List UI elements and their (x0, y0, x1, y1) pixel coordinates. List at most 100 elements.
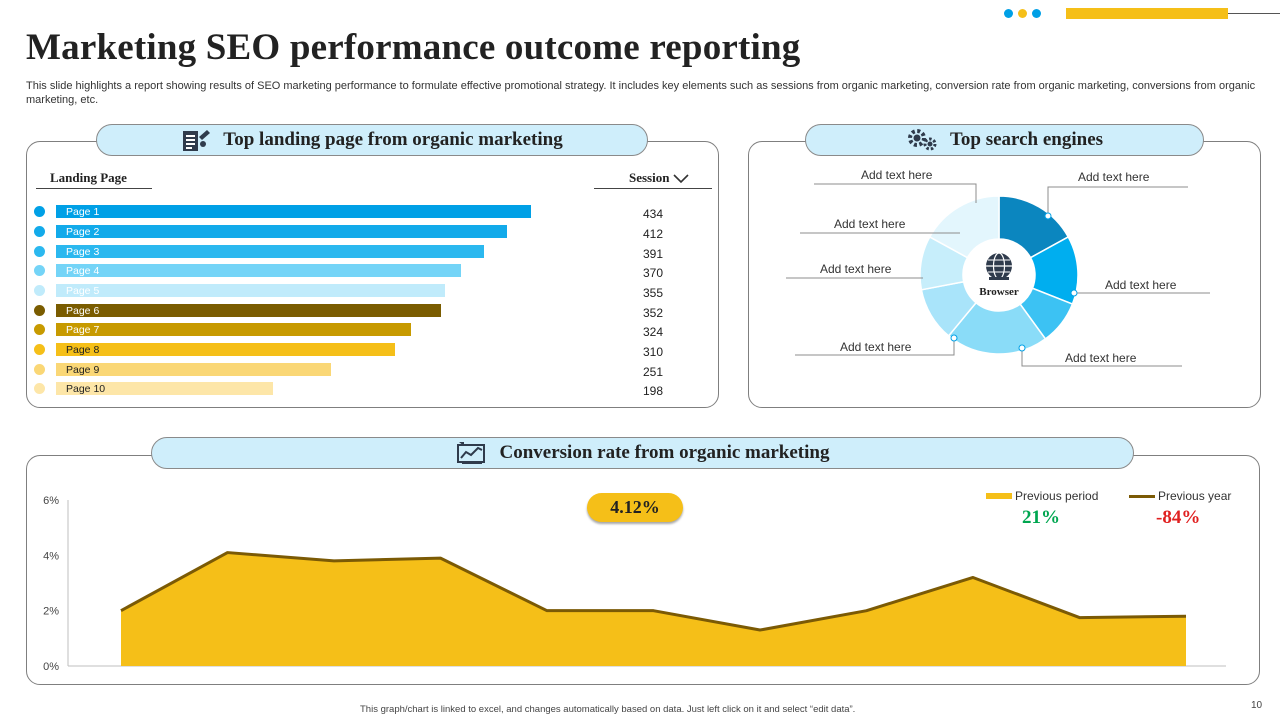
bar-mark (56, 264, 461, 277)
callout-line (1021, 348, 1182, 367)
bar-dot (34, 285, 45, 296)
decorative-dot (1004, 9, 1013, 18)
bar-row: Page 4 370 (34, 264, 694, 280)
y-ticks: 0% 2% 4% 6% (43, 495, 59, 673)
decorative-dots (1004, 9, 1041, 18)
bar-mark (56, 205, 531, 218)
bar-dot (34, 383, 45, 394)
previous-period-value: 21% (1022, 507, 1060, 528)
bar-mark (56, 284, 445, 297)
bar-mark (56, 382, 273, 395)
bar-mark (56, 245, 484, 258)
donut-chart: Browser (786, 183, 1210, 367)
legend-swatch (986, 493, 1012, 499)
report-icon (183, 130, 211, 151)
landing-heading: Top landing page from organic marketing (223, 129, 563, 150)
bar-value-label: 324 (643, 325, 664, 339)
donut-callout-label: Add text here (1065, 351, 1137, 365)
callout-marker (1070, 289, 1078, 297)
donut-callout-label: Add text here (1078, 170, 1150, 184)
bar-dot (34, 344, 45, 355)
bar-row: Page 6 352 (34, 304, 694, 320)
bar-dot (34, 364, 45, 375)
bar-value-label: 355 (643, 286, 664, 300)
area-chart: 0% 2% 4% 6% (43, 495, 1226, 673)
decorative-dot (1018, 9, 1027, 18)
callout-line (814, 183, 977, 203)
legend-previous-period: Previous period (986, 489, 1098, 503)
callout-marker (1018, 344, 1026, 352)
gears-icon (907, 129, 937, 151)
bar-label: Page 8 (66, 344, 100, 356)
bar-value-label: 310 (643, 345, 664, 359)
landing-heading-pill: Top landing page from organic marketing (96, 124, 648, 156)
bar-row: Page 9 251 (34, 363, 694, 379)
bar-dot (34, 305, 45, 316)
callout-marker (950, 334, 958, 342)
legend-label: Previous period (1015, 489, 1099, 503)
bar-mark (56, 343, 396, 356)
bar-label: Page 4 (66, 265, 100, 277)
bar-mark (56, 304, 442, 317)
bar-label: Page 9 (66, 364, 100, 376)
session-column-header[interactable]: Session (629, 170, 689, 186)
session-header-label: Session (629, 170, 670, 185)
y-tick-label: 6% (43, 495, 59, 507)
donut-callout-label: Add text here (861, 168, 933, 182)
bar-row: Page 3 391 (34, 245, 694, 261)
bar-row: Page 5 355 (34, 284, 694, 300)
legend-previous-year: Previous year (1129, 489, 1231, 503)
bar-row: Page 8 310 (34, 343, 694, 359)
conversion-kpi-badge: 4.12% (587, 493, 683, 522)
bar-dot (34, 226, 45, 237)
conversion-heading-pill: Conversion rate from organic marketing (151, 437, 1134, 469)
previous-year-value: -84% (1156, 507, 1201, 528)
page-title: Marketing SEO performance outcome report… (26, 27, 801, 68)
bar-value-label: 370 (643, 266, 664, 280)
bar-label: Page 6 (66, 305, 100, 317)
bar-label: Page 3 (66, 246, 100, 258)
bar-value-label: 251 (643, 365, 664, 379)
bar-value-label: 198 (643, 384, 664, 398)
y-tick-label: 2% (43, 606, 59, 618)
search-heading: Top search engines (949, 129, 1104, 150)
chevron-down-icon (673, 174, 689, 184)
decorative-bar (1066, 8, 1228, 19)
bar-mark (56, 225, 507, 238)
legend-label: Previous year (1158, 489, 1232, 503)
area-series-line (120, 551, 1187, 632)
bar-row: Page 2 412 (34, 225, 694, 241)
globe-icon (986, 252, 1012, 280)
donut-callout-label: Add text here (1105, 278, 1177, 292)
bar-dot (34, 246, 45, 257)
bar-label: Page 10 (66, 383, 106, 395)
search-heading-pill: Top search engines (805, 124, 1204, 156)
footer-note: This graph/chart is linked to excel, and… (360, 704, 856, 715)
y-tick-label: 0% (43, 661, 59, 673)
donut-callout-label: Add text here (840, 340, 912, 354)
bar-value-label: 352 (643, 306, 664, 320)
bar-label: Page 7 (66, 324, 100, 336)
decorative-dot (1032, 9, 1041, 18)
donut-callout-label: Add text here (820, 262, 892, 276)
landing-page-header-line (36, 188, 152, 189)
session-header-line (594, 188, 712, 189)
callout-line (795, 338, 955, 356)
bar-dot (34, 265, 45, 276)
conversion-heading: Conversion rate from organic marketing (499, 442, 830, 463)
page-subtitle: This slide highlights a report showing r… (26, 80, 1256, 106)
bar-mark (56, 323, 411, 336)
analytics-monitor-icon (456, 442, 485, 464)
bar-row: Page 1 434 (34, 205, 694, 221)
callout-marker (1044, 212, 1052, 220)
y-tick-label: 4% (43, 550, 59, 562)
callout-line (1047, 186, 1188, 216)
bar-mark (56, 363, 331, 376)
page-number: 10 (1251, 700, 1263, 711)
bar-label: Page 1 (66, 206, 100, 218)
donut-callout-label: Add text here (834, 217, 906, 231)
bar-row: Page 10 198 (34, 382, 694, 398)
bar-dot (34, 324, 45, 335)
bar-value-label: 391 (643, 247, 664, 261)
bar-row: Page 7 324 (34, 323, 694, 339)
